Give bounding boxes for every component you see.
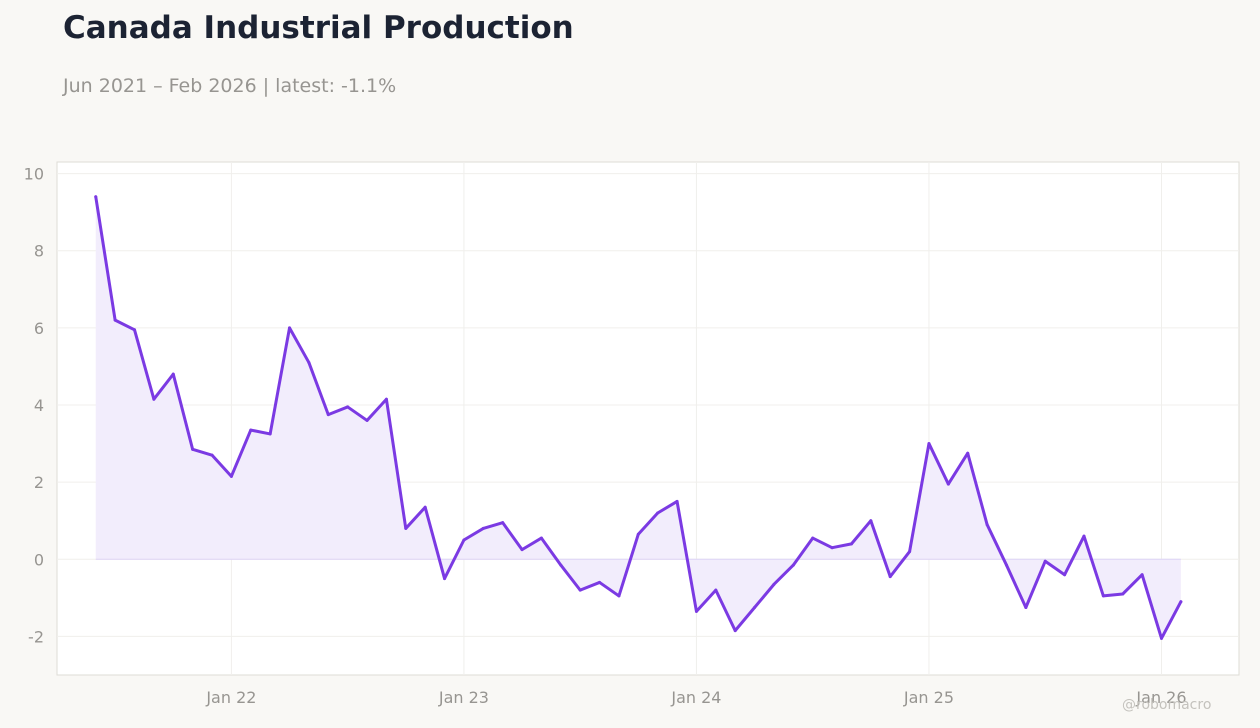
- data-point: [733, 629, 737, 633]
- data-point: [791, 563, 795, 567]
- data-point: [346, 405, 350, 409]
- data-point: [326, 413, 330, 417]
- data-point: [675, 499, 679, 503]
- x-tick-label: Jan 26: [1135, 688, 1186, 707]
- data-point: [908, 550, 912, 554]
- data-point: [830, 546, 834, 550]
- data-point: [617, 594, 621, 598]
- x-axis: Jan 22 Jan 23 Jan 24 Jan 25 Jan 26: [205, 688, 1186, 707]
- data-point: [520, 548, 524, 552]
- data-point: [1101, 594, 1105, 598]
- data-point: [1004, 563, 1008, 567]
- area-fill: [95, 196, 1181, 639]
- data-point: [229, 474, 233, 478]
- y-axis: -2 0 2 4 6 8 10: [24, 165, 44, 647]
- data-point: [849, 542, 853, 546]
- y-tick-label: 2: [34, 473, 44, 492]
- data-point: [404, 526, 408, 530]
- data-point: [365, 418, 369, 422]
- y-tick-label: 10: [24, 165, 44, 184]
- y-tick-label: 4: [34, 396, 44, 415]
- data-point: [249, 428, 253, 432]
- chart-title: Canada Industrial Production: [63, 10, 574, 46]
- data-point: [1179, 600, 1183, 604]
- data-point: [753, 606, 757, 609]
- data-point: [966, 451, 970, 455]
- data-point: [191, 447, 195, 451]
- data-point: [268, 432, 272, 436]
- data-point: [113, 318, 117, 322]
- data-point: [1159, 636, 1163, 640]
- data-point: [578, 588, 582, 592]
- chart-subtitle: Jun 2021 – Feb 2026 | latest: -1.1%: [63, 75, 397, 97]
- data-point: [888, 575, 892, 579]
- x-tick-label: Jan 25: [903, 688, 954, 707]
- data-point: [210, 453, 214, 457]
- data-point: [1043, 559, 1047, 563]
- y-tick-label: -2: [28, 627, 44, 646]
- data-point: [481, 526, 485, 530]
- y-tick-label: 8: [34, 242, 44, 261]
- data-point: [501, 521, 505, 525]
- data-point: [384, 397, 388, 401]
- watermark: @robomacro: [1122, 697, 1212, 713]
- data-point: [636, 532, 640, 536]
- data-point: [694, 609, 698, 613]
- data-point: [288, 326, 292, 330]
- data-point: [171, 372, 175, 376]
- gridlines: [57, 162, 1239, 675]
- x-tick-label: Jan 23: [438, 688, 489, 707]
- data-point: [443, 577, 447, 581]
- x-tick-label: Jan 24: [670, 688, 721, 707]
- data-point: [772, 582, 776, 586]
- data-point: [946, 482, 950, 486]
- data-point: [539, 536, 543, 540]
- data-point: [1140, 573, 1144, 577]
- data-point: [1063, 573, 1067, 577]
- data-point: [423, 505, 427, 509]
- data-point: [1024, 606, 1028, 609]
- data-point: [927, 442, 931, 446]
- data-point: [1121, 592, 1125, 596]
- data-point: [1082, 534, 1086, 538]
- x-tick-label: Jan 22: [205, 688, 256, 707]
- data-point: [133, 328, 137, 332]
- data-point: [985, 523, 989, 527]
- data-point: [559, 563, 563, 567]
- plot-area: [56, 161, 1240, 676]
- data-point: [869, 519, 873, 523]
- data-point: [462, 538, 466, 542]
- data-point: [811, 536, 815, 540]
- y-tick-label: 0: [34, 550, 44, 569]
- data-point: [94, 195, 98, 199]
- series-group: [94, 195, 1183, 640]
- y-tick-label: 6: [34, 319, 44, 338]
- data-point: [656, 511, 660, 515]
- data-point: [307, 361, 311, 365]
- data-point: [598, 580, 602, 584]
- data-point: [714, 588, 718, 592]
- data-point: [152, 397, 156, 401]
